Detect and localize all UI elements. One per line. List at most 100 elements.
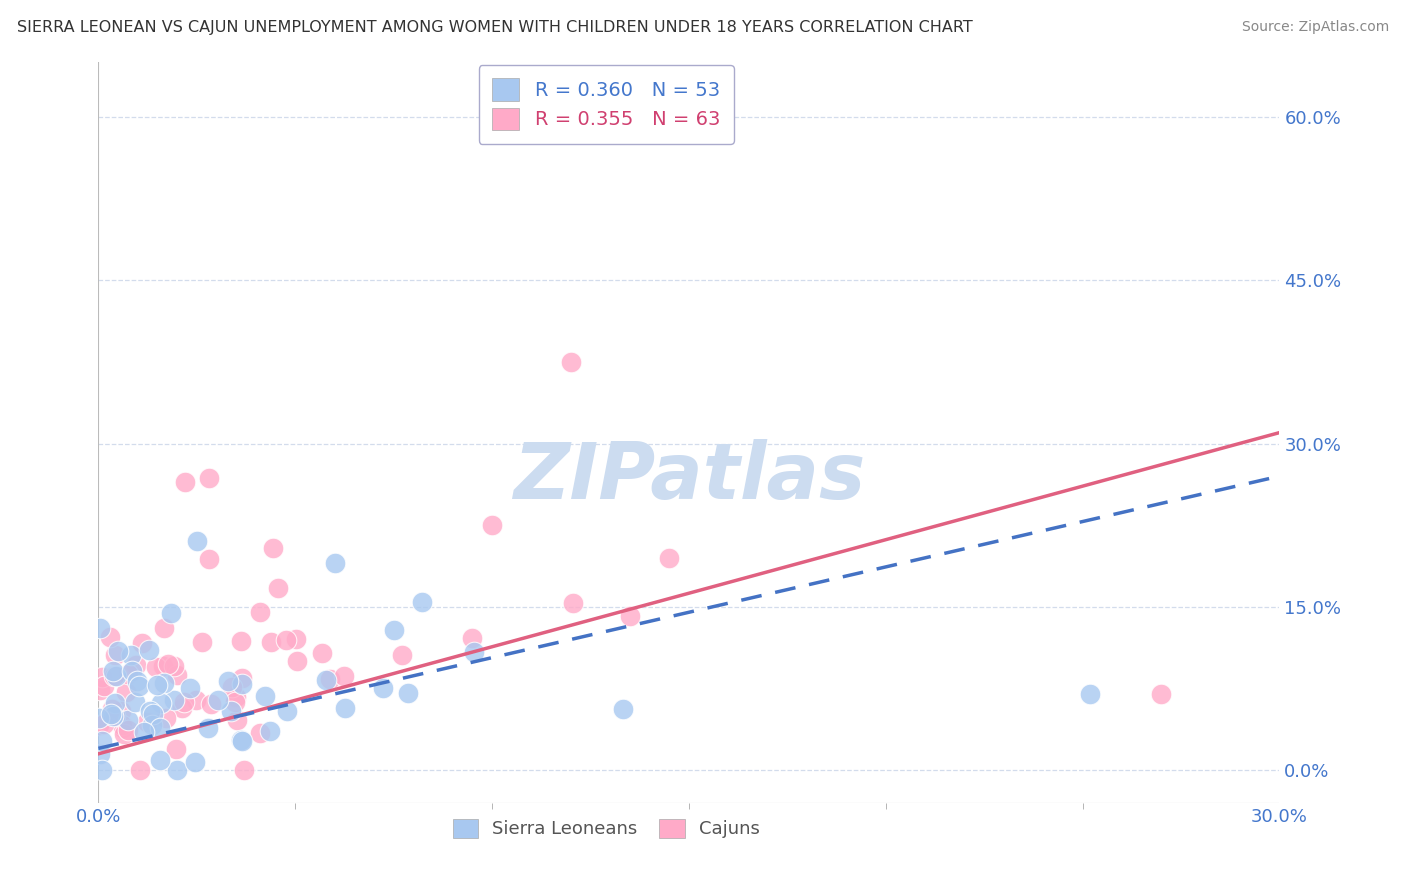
- Point: [153, 621, 176, 635]
- Point: [217, 673, 239, 688]
- Point: [207, 693, 229, 707]
- Point: [335, 701, 357, 715]
- Point: [259, 723, 281, 738]
- Text: Source: ZipAtlas.com: Source: ZipAtlas.com: [1241, 20, 1389, 34]
- Point: [90, 670, 112, 684]
- Point: [225, 690, 247, 704]
- Point: [89, 747, 111, 761]
- Point: [254, 689, 277, 703]
- Point: [179, 681, 201, 695]
- Point: [93, 679, 115, 693]
- Point: [131, 636, 153, 650]
- Point: [382, 624, 405, 638]
- Point: [89, 717, 111, 731]
- Point: [562, 597, 585, 611]
- Point: [134, 724, 156, 739]
- Legend: Sierra Leoneans, Cajuns: Sierra Leoneans, Cajuns: [446, 812, 768, 846]
- Point: [129, 763, 152, 777]
- Point: [104, 648, 127, 663]
- Point: [104, 669, 127, 683]
- Point: [276, 704, 298, 718]
- Point: [1080, 687, 1102, 701]
- Point: [101, 664, 124, 678]
- Point: [142, 707, 165, 722]
- Point: [1150, 687, 1173, 701]
- Point: [396, 686, 419, 700]
- Point: [150, 696, 173, 710]
- Point: [231, 633, 253, 648]
- Point: [90, 734, 112, 748]
- Point: [166, 668, 188, 682]
- Point: [124, 695, 146, 709]
- Point: [172, 700, 194, 714]
- Point: [110, 705, 132, 719]
- Point: [658, 550, 681, 565]
- Point: [145, 660, 167, 674]
- Point: [104, 708, 127, 723]
- Point: [197, 471, 219, 485]
- Point: [162, 693, 184, 707]
- Point: [104, 696, 127, 710]
- Point: [463, 645, 485, 659]
- Point: [160, 606, 183, 620]
- Point: [110, 718, 132, 732]
- Point: [371, 681, 394, 695]
- Point: [117, 713, 139, 727]
- Point: [186, 534, 208, 549]
- Point: [146, 678, 169, 692]
- Point: [120, 648, 142, 662]
- Point: [229, 733, 252, 747]
- Point: [231, 734, 253, 748]
- Point: [117, 723, 139, 738]
- Point: [155, 711, 177, 725]
- Point: [149, 753, 172, 767]
- Point: [231, 677, 253, 691]
- Point: [173, 695, 195, 709]
- Point: [481, 518, 503, 533]
- Point: [165, 741, 187, 756]
- Point: [124, 657, 146, 672]
- Text: SIERRA LEONEAN VS CAJUN UNEMPLOYMENT AMONG WOMEN WITH CHILDREN UNDER 18 YEARS CO: SIERRA LEONEAN VS CAJUN UNEMPLOYMENT AMO…: [17, 20, 973, 35]
- Point: [127, 673, 149, 688]
- Point: [612, 701, 634, 715]
- Point: [391, 648, 413, 663]
- Point: [152, 659, 174, 673]
- Point: [233, 763, 256, 777]
- Point: [91, 763, 114, 777]
- Point: [166, 763, 188, 777]
- Point: [163, 659, 186, 673]
- Point: [174, 475, 197, 489]
- Point: [560, 355, 582, 369]
- Point: [184, 756, 207, 770]
- Point: [128, 679, 150, 693]
- Point: [191, 635, 214, 649]
- Point: [267, 581, 290, 595]
- Point: [153, 676, 176, 690]
- Point: [226, 713, 249, 727]
- Text: ZIPatlas: ZIPatlas: [513, 439, 865, 515]
- Point: [139, 704, 162, 718]
- Point: [619, 609, 641, 624]
- Point: [200, 697, 222, 711]
- Point: [315, 673, 337, 688]
- Point: [197, 721, 219, 735]
- Point: [107, 644, 129, 658]
- Point: [100, 707, 122, 722]
- Point: [231, 671, 253, 685]
- Point: [101, 709, 124, 723]
- Point: [284, 632, 307, 647]
- Point: [319, 672, 342, 686]
- Point: [93, 716, 115, 731]
- Point: [221, 680, 243, 694]
- Point: [87, 711, 110, 725]
- Point: [101, 702, 124, 716]
- Point: [224, 695, 246, 709]
- Point: [156, 657, 179, 671]
- Point: [184, 692, 207, 706]
- Point: [262, 541, 284, 556]
- Point: [117, 667, 139, 681]
- Point: [461, 631, 484, 645]
- Point: [112, 726, 135, 740]
- Point: [103, 669, 125, 683]
- Point: [311, 646, 333, 660]
